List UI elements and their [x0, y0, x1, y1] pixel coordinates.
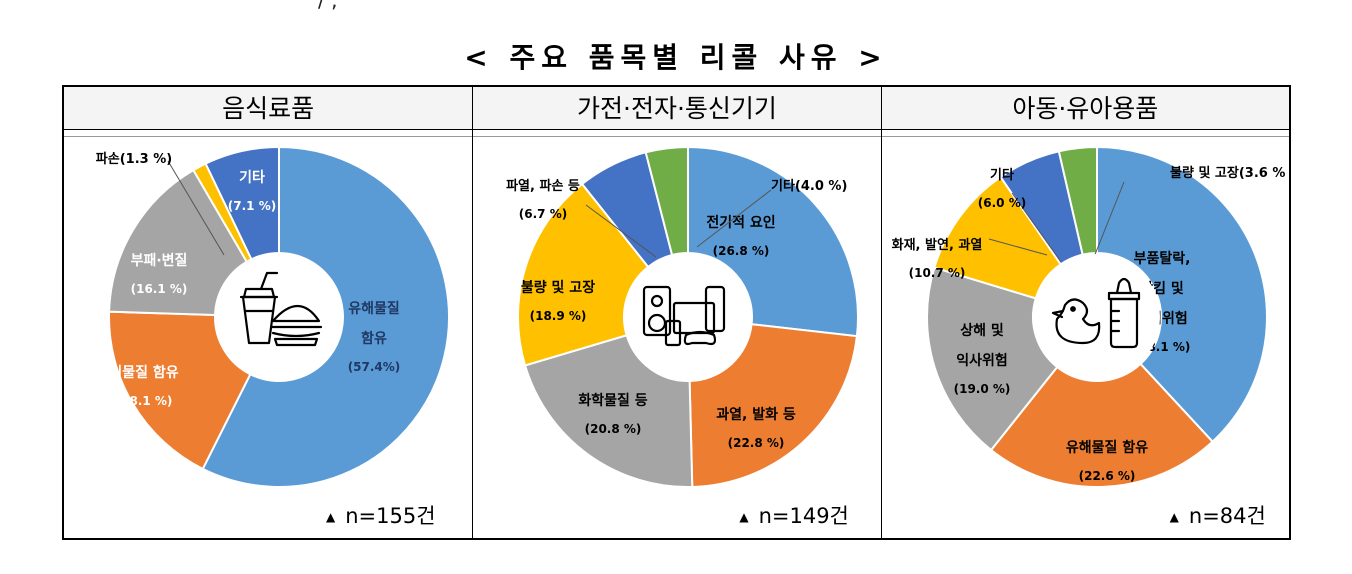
donut-slice	[204, 145, 280, 261]
donut-slice	[687, 145, 860, 338]
slice-name: 과열, 발화 등	[717, 406, 797, 423]
slice-label: 과열, 발화 등 (22.8 %)	[717, 406, 797, 450]
slice-percent: (16.1 %)	[131, 282, 188, 296]
slice-percent: (6.7 %)	[519, 207, 567, 221]
slice-percent: (7.1 %)	[228, 199, 276, 213]
donut-slice	[108, 168, 249, 317]
donut-slice	[517, 182, 650, 367]
donut-slice	[108, 310, 252, 471]
slice-label: 화재, 발연, 과열 (10.7 %)	[891, 237, 982, 280]
slice-label: 기타 (6.0 %)	[977, 167, 1025, 210]
header-divider	[473, 136, 881, 137]
donut-slice	[688, 323, 859, 488]
slice-label: 부패·변질 (16.1 %)	[131, 253, 188, 296]
slice-percent: (20.8 %)	[585, 422, 642, 436]
bullet-icon: ▲	[326, 510, 336, 524]
slice-label: 기타 (7.1 %)	[228, 170, 276, 213]
donut-slice	[989, 362, 1214, 488]
header-divider	[64, 136, 473, 137]
slice-label: 화학물질 등 (20.8 %)	[579, 393, 648, 436]
slice-percent: (57.4%)	[348, 360, 401, 374]
slice-label: 불량 및 고장(3.6 %	[1170, 165, 1285, 181]
slice-name: 유해물질	[348, 301, 400, 317]
sample-size-text: n=155건	[345, 504, 436, 528]
slice-name: 유해물질 함유	[1066, 439, 1148, 456]
slice-name: 이물질 함유	[109, 364, 178, 381]
slice-name: 불량 및 고장	[521, 279, 595, 296]
slice-label: 이물질 함유 (18.1 %)	[109, 364, 178, 408]
panel-header-electronics: 가전·전자·통신기기	[473, 87, 881, 130]
slice-name: 상해 및	[960, 322, 1004, 339]
donut-chart-electronics: 전기적 요인 (26.8 %) 과열, 발화 등 (22.8 %) 화학물질 등 (20.…	[506, 145, 860, 488]
sample-size-text: n=84건	[1188, 504, 1266, 528]
slice-name: 기타(4.0 %)	[771, 178, 847, 194]
donut-slice	[524, 333, 694, 488]
leader-line	[167, 160, 225, 256]
page-title: < 주요 품목별 리콜 사유 >	[464, 41, 888, 74]
slice-label: 파손(1.3 %)	[96, 152, 172, 167]
donut-slice	[1095, 145, 1268, 444]
slice-label: 파열, 파손 등 (6.7 %)	[506, 178, 580, 221]
slice-name: 부패·변질	[131, 253, 188, 269]
donut-hole	[1033, 254, 1160, 380]
slice-name: 파열, 파손 등	[506, 178, 580, 194]
slice-name: 파손(1.3 %)	[96, 152, 172, 167]
slice-name: 불량 및 고장(3.6 %	[1170, 165, 1285, 181]
slice-percent: (10.7 %)	[908, 266, 965, 280]
panel-header-food: 음식료품	[64, 87, 473, 130]
duck-baby-bottle-icon	[1051, 277, 1140, 349]
donut-hole	[216, 254, 342, 380]
bullet-icon: ▲	[739, 510, 749, 524]
food-burger-drink-icon	[239, 271, 323, 347]
leader-line	[988, 238, 1047, 256]
header-divider	[881, 136, 1289, 137]
donut-slice	[925, 266, 1059, 452]
panel-header-kids: 아동·유아용품	[881, 87, 1289, 130]
slice-percent: (6.0 %)	[977, 196, 1025, 210]
slice-percent: (19.0 %)	[953, 382, 1010, 396]
slice-percent: (18.9 %)	[530, 309, 587, 323]
top-fragment-text: / ,	[318, 0, 338, 12]
slice-label: 유해물질 함유 (22.6 %)	[1066, 439, 1148, 483]
bullet-icon: ▲	[1169, 510, 1179, 524]
slice-percent: (22.8 %)	[728, 436, 785, 450]
donut-hole	[625, 254, 752, 380]
slice-name: 기타	[990, 167, 1014, 183]
electronics-devices-icon	[643, 285, 726, 347]
slice-name: 전기적 요인	[707, 214, 776, 231]
leader-line	[697, 189, 772, 248]
donut-slice	[1057, 145, 1098, 256]
panel-electronics: 가전·전자·통신기기 전기적 요인 (26.8 %) 과열, 발화 등 (22.8 %…	[472, 87, 881, 538]
slice-name: 화재, 발연, 과열	[891, 237, 982, 253]
leader-line	[1093, 181, 1125, 258]
donut-chart-kids: 부품탈락, 삼킴 및 질식위험 (38.1 %)유해물질 함유 (22.6 %)상해 및…	[891, 145, 1285, 488]
donut-slice	[644, 145, 690, 257]
sample-size-text: n=149건	[758, 504, 849, 528]
slice-name: 익사위험	[956, 352, 1008, 369]
sample-size-note-food: ▲ n=155건	[326, 500, 436, 530]
slice-name: 화학물질 등	[579, 393, 648, 409]
sample-size-note-electronics: ▲ n=149건	[739, 500, 849, 530]
slice-name: 부품탈락,	[1133, 251, 1190, 267]
leader-line	[1011, 192, 1062, 263]
slice-label: 불량 및 고장 (18.9 %)	[521, 279, 595, 323]
sample-size-note-kids: ▲ n=84건	[1170, 500, 1266, 530]
slice-percent: (18.1 %)	[116, 394, 173, 408]
slice-percent: (22.6 %)	[1078, 469, 1135, 483]
leader-line	[586, 204, 657, 258]
slice-percent: (26.8 %)	[713, 244, 770, 258]
panel-kids: 아동·유아용품 부품탈락, 삼킴 및 질식위험 (38.1 %) 유해물질 함유 (22.…	[880, 87, 1289, 538]
slice-name: 함유	[361, 330, 387, 347]
slice-label: 기타(4.0 %)	[771, 178, 847, 194]
donut-slice	[201, 145, 450, 488]
slice-name: 기타	[239, 170, 265, 186]
